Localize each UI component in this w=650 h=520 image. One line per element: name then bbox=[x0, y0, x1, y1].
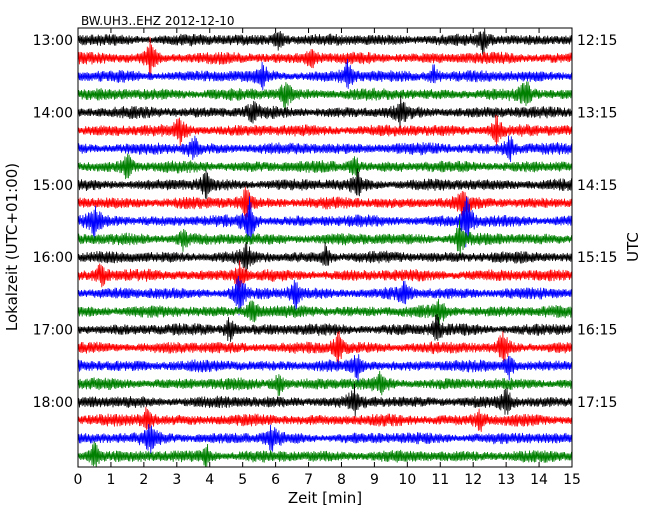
right-tick-label: 16:15 bbox=[577, 323, 617, 339]
seismic-trace-2 bbox=[78, 37, 572, 78]
x-tick-label: 4 bbox=[205, 472, 214, 488]
right-tick-label: 14:15 bbox=[577, 178, 617, 194]
seismic-trace-22 bbox=[78, 406, 572, 432]
seismic-trace-20 bbox=[78, 370, 572, 397]
seismic-trace-1 bbox=[78, 28, 572, 55]
right-tick-label: 17:15 bbox=[577, 395, 617, 411]
x-tick-label: 8 bbox=[337, 472, 346, 488]
trace-layer bbox=[78, 28, 572, 467]
seismic-trace-17 bbox=[78, 313, 572, 342]
seismic-trace-7 bbox=[78, 135, 572, 163]
left-tick-label: 16:00 bbox=[33, 250, 73, 266]
seismic-trace-14 bbox=[78, 260, 572, 292]
seismic-trace-23 bbox=[78, 424, 572, 455]
left-tick-label: 18:00 bbox=[33, 395, 73, 411]
x-tick-label: 10 bbox=[398, 472, 416, 488]
x-tick-label: 9 bbox=[370, 472, 379, 488]
x-tick-label: 3 bbox=[172, 472, 181, 488]
seismic-trace-4 bbox=[78, 81, 572, 112]
seismic-trace-13 bbox=[78, 241, 572, 273]
x-tick-label: 11 bbox=[431, 472, 449, 488]
x-axis-label: Zeit [min] bbox=[288, 489, 362, 507]
left-axis-label: Lokalzeit (UTC+01:00) bbox=[3, 163, 21, 331]
seismic-trace-18 bbox=[78, 330, 572, 367]
right-tick-label: 15:15 bbox=[577, 250, 617, 266]
right-tick-label: 13:15 bbox=[577, 105, 617, 121]
seismic-trace-16 bbox=[78, 298, 572, 326]
x-tick-label: 1 bbox=[106, 472, 115, 488]
left-tick-label: 17:00 bbox=[33, 323, 73, 339]
x-tick-label: 2 bbox=[139, 472, 148, 488]
seismic-trace-15 bbox=[78, 275, 572, 316]
x-tick-label: 14 bbox=[530, 472, 548, 488]
right-axis-label: UTC bbox=[624, 232, 642, 262]
right-tick-label: 12:15 bbox=[577, 33, 617, 49]
x-tick-label: 13 bbox=[497, 472, 515, 488]
seismic-trace-5 bbox=[78, 95, 572, 129]
seismic-trace-11 bbox=[78, 196, 572, 248]
x-tick-label: 12 bbox=[464, 472, 482, 488]
seismic-trace-21 bbox=[78, 383, 572, 417]
x-tick-label: 6 bbox=[271, 472, 280, 488]
x-tick-label: 7 bbox=[304, 472, 313, 488]
seismic-trace-9 bbox=[78, 168, 572, 200]
x-tick-label: 5 bbox=[238, 472, 247, 488]
x-tick-label: 15 bbox=[563, 472, 581, 488]
seismic-trace-19 bbox=[78, 354, 572, 384]
left-tick-label: 14:00 bbox=[33, 105, 73, 121]
chart-title: BW.UH3..EHZ 2012-12-10 bbox=[81, 14, 235, 28]
seismic-trace-24 bbox=[78, 441, 572, 467]
seismic-trace-6 bbox=[78, 114, 572, 146]
seismic-trace-8 bbox=[78, 153, 572, 180]
seismic-trace-3 bbox=[78, 58, 572, 91]
seismic-trace-12 bbox=[78, 220, 572, 259]
x-tick-label: 0 bbox=[74, 472, 83, 488]
seismic-trace-10 bbox=[78, 186, 572, 221]
left-tick-label: 15:00 bbox=[33, 178, 73, 194]
plot-frame bbox=[77, 27, 573, 468]
left-tick-label: 13:00 bbox=[33, 33, 73, 49]
tick-layer: 0 1 2 3 4 5 6 7 8 9 10 11 12 13 14 1513:0014:0015:0016:… bbox=[33, 28, 617, 488]
